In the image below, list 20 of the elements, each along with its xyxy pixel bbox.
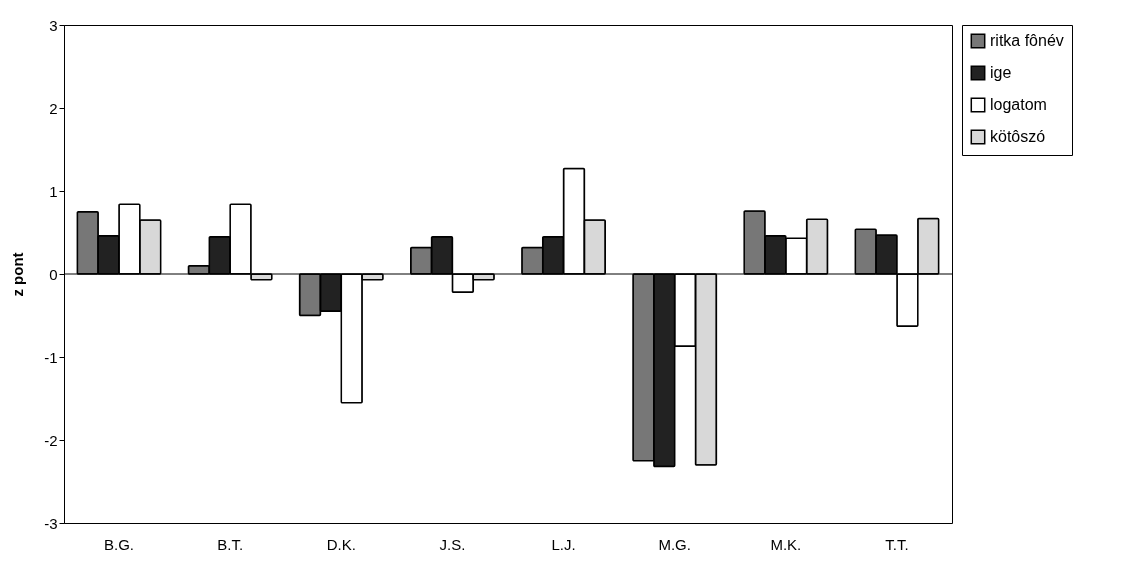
y-tick-label: 0 [49,265,58,283]
x-tick-label: J.S. [439,535,466,553]
y-axis-title: z pont [9,252,27,297]
y-tick-label: -2 [44,431,58,449]
legend-label: ritka fônév [990,32,1064,49]
x-tick-label: D.K. [326,535,356,553]
legend-label: kötôszó [990,128,1046,145]
x-tick-label: L.J. [551,535,576,553]
y-tick-label: 3 [49,16,58,34]
x-tick-label: T.T. [885,535,909,553]
y-tick-label: 1 [49,182,58,200]
x-tick-label: M.G. [658,535,691,553]
y-tick-label: -3 [44,514,58,532]
y-tick-label: 2 [49,99,58,117]
y-tick-label: -1 [44,348,58,366]
x-tick-label: B.T. [217,535,244,553]
x-tick-label: M.K. [770,535,802,553]
legend-label: ige [990,64,1012,81]
legend-label: logatom [990,96,1047,113]
x-tick-label: B.G. [104,535,135,553]
